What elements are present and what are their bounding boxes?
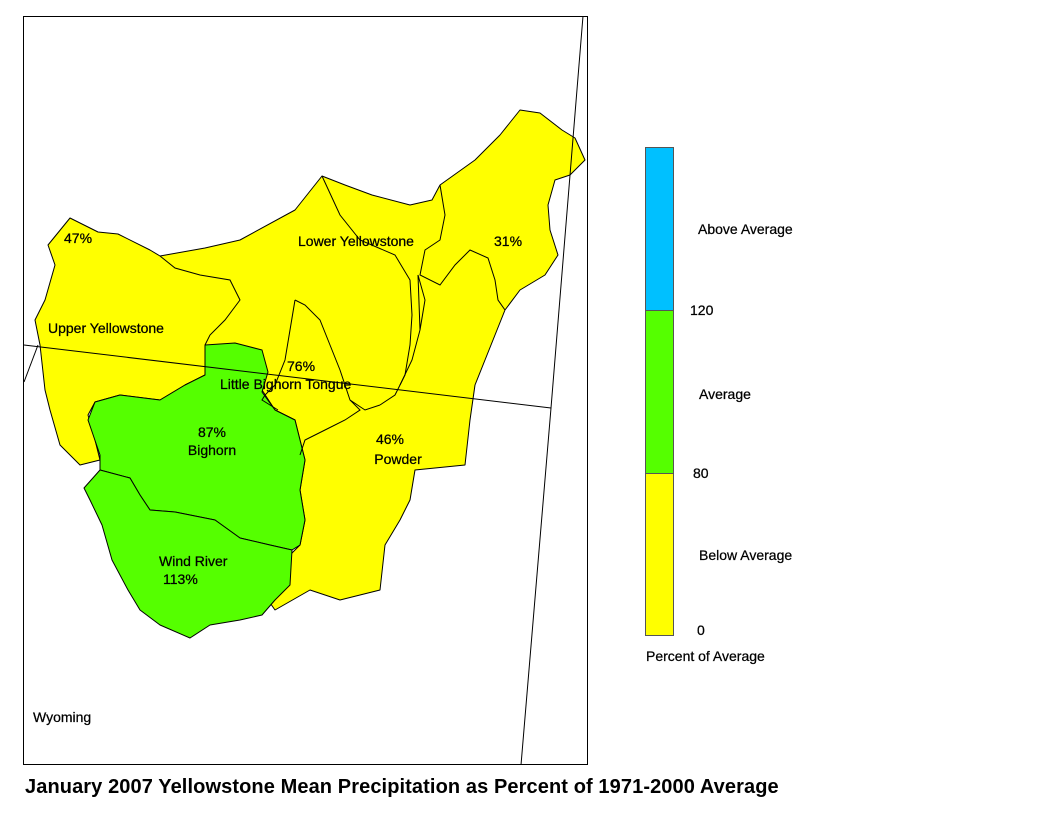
legend-swatch-below-average xyxy=(645,473,674,636)
map-frame xyxy=(23,16,588,765)
basin-name-little-bighorn-tongue: Little Bighorn Tongue xyxy=(220,376,352,392)
legend-label-average: Average xyxy=(699,386,751,402)
basin-percent-little-bighorn-tongue: 76% xyxy=(287,358,316,374)
basin-name-upper-yellowstone: Upper Yellowstone xyxy=(48,320,164,336)
legend-swatch-average xyxy=(645,310,674,474)
basin-name-powder: Powder xyxy=(374,451,422,467)
state-label-wyoming: Wyoming xyxy=(33,709,92,725)
state-boundaries xyxy=(23,15,584,766)
basin-percent-bighorn: 87% xyxy=(197,424,227,440)
legend-title: Percent of Average xyxy=(646,648,765,664)
legend-label-below-average: Below Average xyxy=(699,547,793,563)
basin-percent-wind-river: 113% xyxy=(163,571,198,587)
basin-yellow-region xyxy=(34,109,586,611)
basin-boundaries xyxy=(159,175,506,456)
map-title: January 2007 Yellowstone Mean Precipitat… xyxy=(25,776,779,798)
basin-percent-lower-yellowstone: 31% xyxy=(494,233,523,249)
legend-swatch-above-average xyxy=(645,147,674,311)
basin-name-bighorn: Bighorn xyxy=(187,442,237,458)
basin-name-wind-river: Wind River xyxy=(159,553,228,569)
legend-break-0: 0 xyxy=(697,622,705,638)
legend-break-120: 120 xyxy=(690,302,714,318)
legend-label-above-average: Above Average xyxy=(698,221,793,237)
legend-break-80: 80 xyxy=(693,465,709,481)
basin-percent-upper-yellowstone: 47% xyxy=(64,230,93,246)
basin-percent-powder: 46% xyxy=(375,431,405,447)
basin-wind-river xyxy=(83,469,293,639)
basin-name-lower-yellowstone: Lower Yellowstone xyxy=(298,233,414,249)
